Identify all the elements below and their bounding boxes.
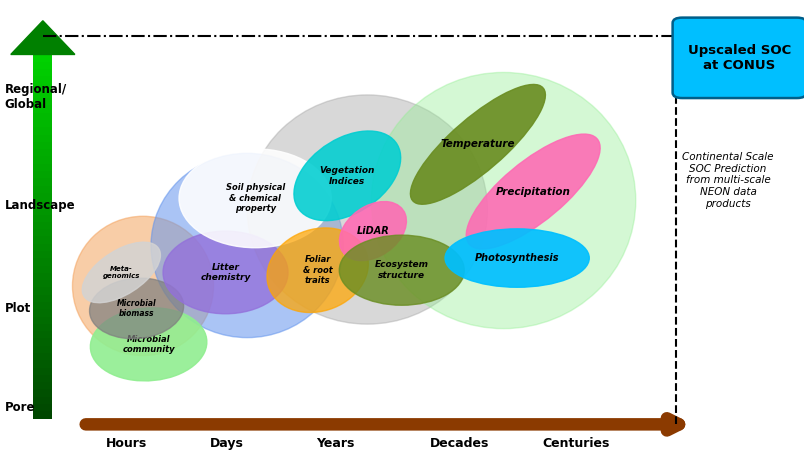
Bar: [33, 375, 53, 382]
Bar: [33, 120, 53, 127]
Ellipse shape: [466, 134, 600, 249]
Bar: [33, 339, 53, 346]
Bar: [33, 98, 53, 106]
Bar: [33, 309, 53, 317]
Ellipse shape: [151, 153, 343, 338]
Text: Continental Scale
SOC Prediction
from multi-scale
NEON data
products: Continental Scale SOC Prediction from mu…: [682, 152, 774, 208]
Polygon shape: [11, 21, 75, 55]
Bar: [33, 317, 53, 324]
Ellipse shape: [410, 85, 545, 204]
Bar: [33, 157, 53, 164]
Text: Temperature: Temperature: [440, 139, 516, 149]
Text: Meta-
genomics: Meta- genomics: [103, 266, 140, 279]
Text: Precipitation: Precipitation: [496, 187, 570, 197]
Ellipse shape: [73, 216, 213, 356]
Text: Pore: Pore: [4, 401, 35, 414]
Text: Plot: Plot: [4, 302, 31, 315]
Bar: [33, 193, 53, 200]
Bar: [33, 55, 53, 62]
Text: Centuries: Centuries: [542, 437, 609, 450]
Bar: [33, 295, 53, 302]
Bar: [33, 389, 53, 397]
Text: Ecosystem
structure: Ecosystem structure: [375, 261, 429, 280]
Ellipse shape: [247, 95, 487, 324]
Bar: [33, 113, 53, 120]
Bar: [33, 302, 53, 309]
Bar: [33, 171, 53, 178]
Bar: [33, 207, 53, 215]
Text: LiDAR: LiDAR: [356, 226, 389, 236]
Ellipse shape: [372, 72, 636, 329]
Ellipse shape: [90, 308, 207, 381]
Bar: [33, 222, 53, 229]
Bar: [33, 164, 53, 171]
Text: Foliar
& root
traits: Foliar & root traits: [303, 255, 333, 285]
Bar: [33, 229, 53, 237]
Bar: [33, 127, 53, 135]
Bar: [33, 237, 53, 244]
Bar: [33, 368, 53, 375]
Bar: [33, 200, 53, 207]
Bar: [33, 404, 53, 411]
Text: Vegetation
Indices: Vegetation Indices: [320, 166, 375, 186]
Text: Microbial
biomass: Microbial biomass: [117, 298, 157, 318]
Bar: [33, 91, 53, 98]
Bar: [33, 69, 53, 76]
Bar: [33, 251, 53, 258]
Bar: [33, 353, 53, 360]
Bar: [33, 76, 53, 84]
Text: Microbial
community: Microbial community: [122, 335, 175, 354]
Bar: [33, 324, 53, 331]
Bar: [33, 178, 53, 186]
Ellipse shape: [445, 229, 589, 287]
Bar: [33, 280, 53, 288]
Bar: [33, 244, 53, 251]
Text: Days: Days: [210, 437, 244, 450]
Ellipse shape: [267, 228, 368, 313]
Text: Regional/
Global: Regional/ Global: [4, 83, 66, 111]
Text: Litter
chemistry: Litter chemistry: [200, 263, 250, 282]
Bar: [33, 331, 53, 339]
Ellipse shape: [339, 235, 465, 305]
Bar: [33, 84, 53, 91]
Bar: [33, 273, 53, 280]
Ellipse shape: [179, 149, 331, 248]
Bar: [33, 360, 53, 368]
Bar: [33, 411, 53, 419]
Bar: [33, 62, 53, 69]
FancyBboxPatch shape: [672, 18, 806, 98]
Ellipse shape: [82, 242, 161, 303]
Bar: [33, 215, 53, 222]
Text: Decades: Decades: [430, 437, 489, 450]
Bar: [33, 149, 53, 157]
Bar: [33, 135, 53, 142]
Bar: [33, 258, 53, 266]
Ellipse shape: [163, 231, 288, 314]
Text: Photosynthesis: Photosynthesis: [475, 253, 559, 263]
Text: Hours: Hours: [107, 437, 148, 450]
Bar: [33, 397, 53, 404]
Bar: [33, 288, 53, 295]
Bar: [33, 382, 53, 389]
Ellipse shape: [90, 278, 183, 339]
Bar: [33, 186, 53, 193]
Bar: [33, 142, 53, 149]
Bar: [33, 346, 53, 353]
Text: Landscape: Landscape: [4, 198, 75, 212]
Text: Years: Years: [316, 437, 355, 450]
Text: Upscaled SOC
at CONUS: Upscaled SOC at CONUS: [688, 44, 791, 72]
Ellipse shape: [339, 202, 406, 261]
Bar: [33, 266, 53, 273]
Ellipse shape: [294, 131, 401, 221]
Bar: [33, 106, 53, 113]
Text: Soil physical
& chemical
property: Soil physical & chemical property: [225, 183, 284, 213]
